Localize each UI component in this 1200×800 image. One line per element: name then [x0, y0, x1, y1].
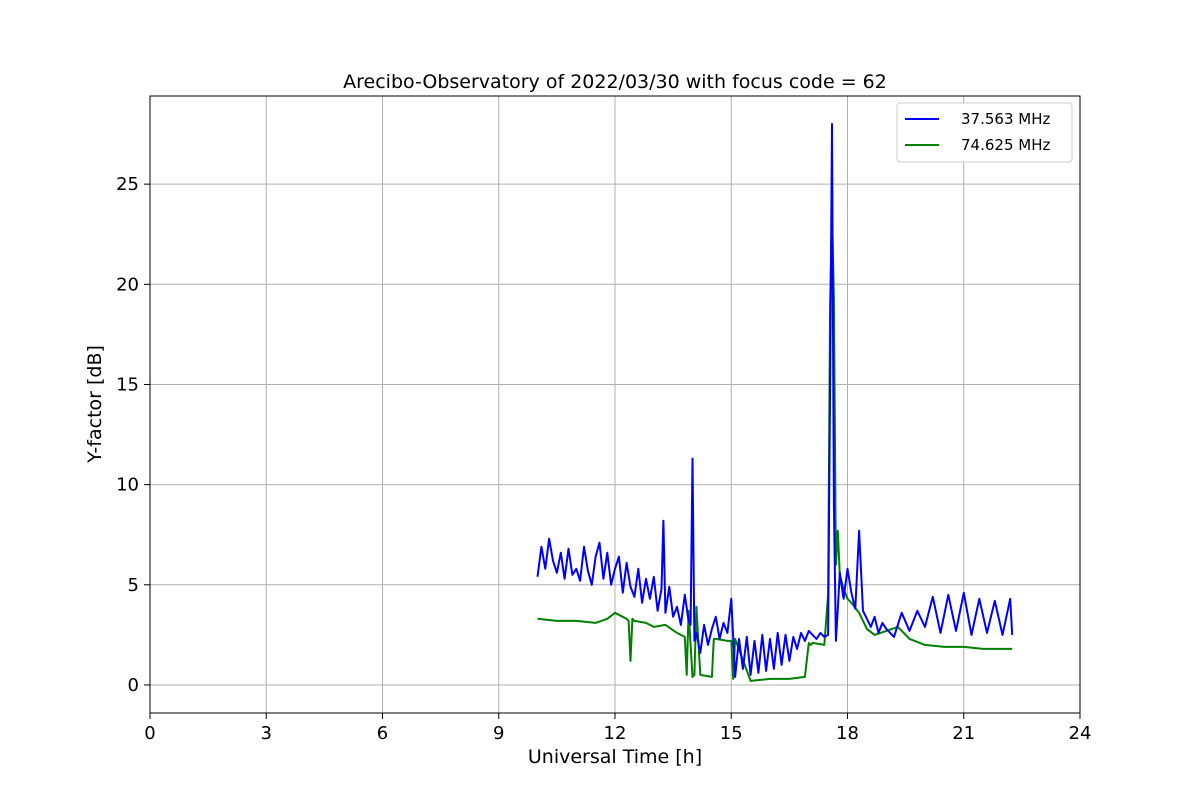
- y-axis-label: Y-factor [dB]: [84, 345, 106, 464]
- y-tick-label: 10: [116, 475, 139, 496]
- x-tick-label: 0: [144, 723, 155, 744]
- legend-label-series-1: 37.563 MHz: [961, 110, 1050, 128]
- y-tick-label: 20: [116, 274, 139, 295]
- series-line-2: [537, 211, 1013, 682]
- series-layer: [536, 123, 1014, 682]
- legend: 37.563 MHz 74.625 MHz: [896, 102, 1073, 163]
- x-tick-label: 15: [720, 723, 743, 744]
- legend-label-series-2: 74.625 MHz: [961, 136, 1050, 154]
- y-tick-label: 25: [116, 174, 139, 195]
- x-tick-label: 12: [604, 723, 627, 744]
- x-tick-label: 18: [836, 723, 859, 744]
- series-line-1: [536, 123, 1014, 678]
- x-tick-label: 6: [377, 723, 388, 744]
- x-axis-label: Universal Time [h]: [528, 746, 702, 768]
- x-tick-label: 24: [1069, 723, 1092, 744]
- y-tick-label: 15: [116, 374, 139, 395]
- ticks: 0 3 6 9 12 15 18 21 24 0 5 10 15 20 25: [116, 174, 1091, 744]
- y-tick-label: 0: [128, 675, 139, 696]
- x-tick-label: 3: [261, 723, 272, 744]
- y-tick-label: 5: [128, 575, 139, 596]
- legend-box: [896, 102, 1073, 163]
- x-tick-label: 9: [493, 723, 504, 744]
- x-tick-label: 21: [952, 723, 975, 744]
- chart-title: Arecibo-Observatory of 2022/03/30 with f…: [343, 71, 887, 93]
